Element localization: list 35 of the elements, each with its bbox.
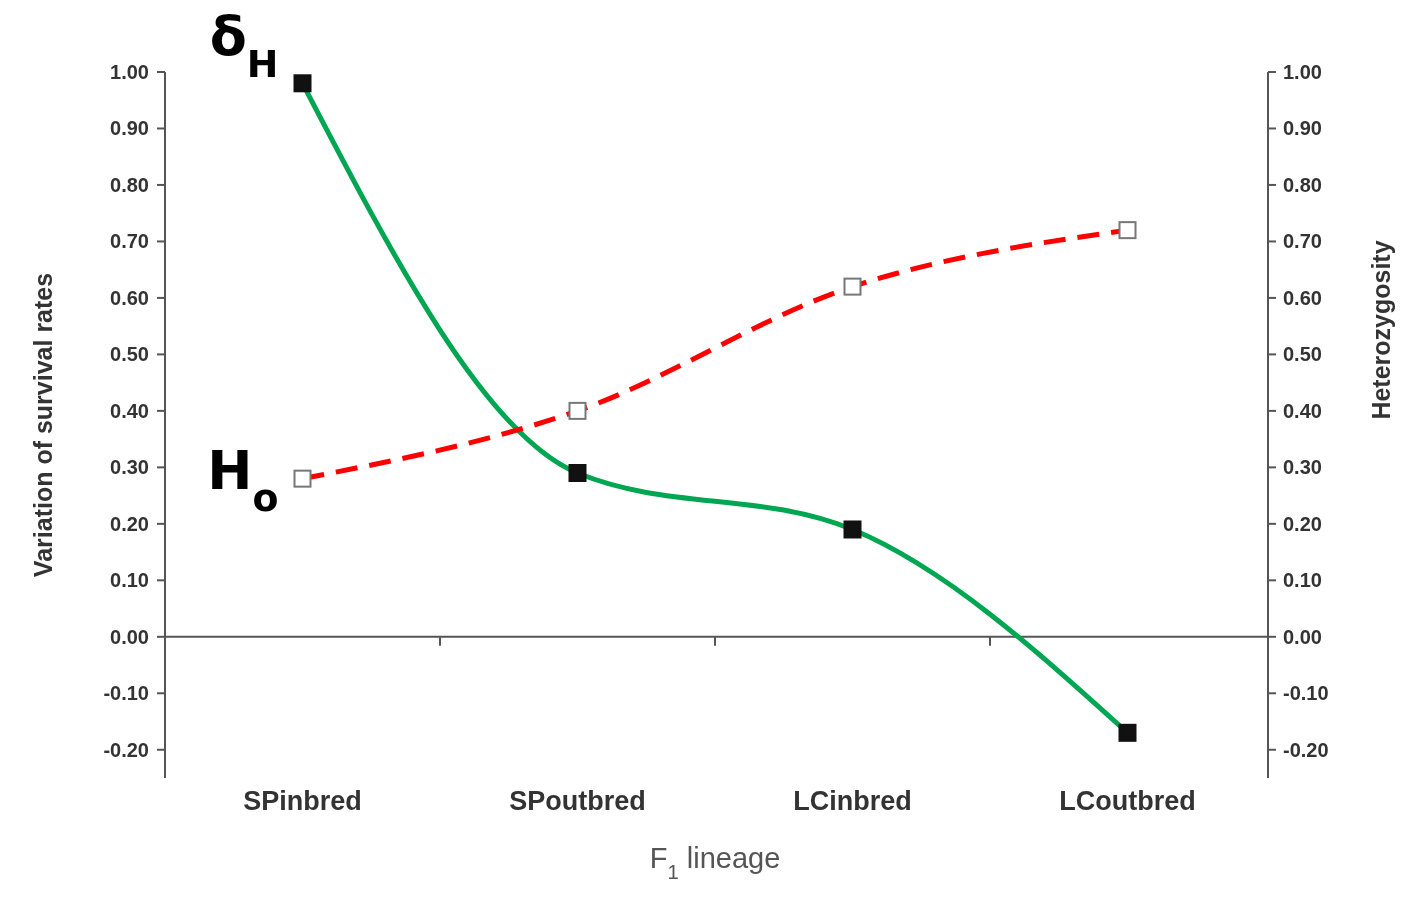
y-tick-label: 0.40	[110, 399, 149, 422]
y2-tick-label: -0.20	[1283, 738, 1329, 761]
x-tick-label: SPinbred	[243, 786, 362, 816]
y-tick-label: 1.00	[110, 61, 149, 83]
y2-tick-label: 0.90	[1283, 117, 1322, 140]
y-tick-label: -0.10	[103, 682, 149, 705]
y2-tick-label: 0.30	[1283, 456, 1322, 479]
y-tick-label: 0.10	[110, 569, 149, 592]
y2-tick-label: -0.10	[1283, 682, 1329, 705]
y2-tick-label: 0.00	[1283, 625, 1322, 648]
series-label: H$_{o}$	[207, 438, 279, 520]
y-tick-label: 0.20	[110, 512, 149, 535]
y2-tick-label: 0.10	[1283, 569, 1322, 592]
series-label: δ$_{H}$	[209, 5, 279, 87]
y2-tick-label: 0.60	[1283, 286, 1322, 309]
y-tick-label: 0.80	[110, 173, 149, 196]
y2-tick-label: 0.70	[1283, 230, 1322, 253]
y2-tick-label: 0.80	[1283, 173, 1322, 196]
x-tick-label: SPoutbred	[509, 786, 646, 816]
y-tick-label: 0.60	[110, 286, 149, 309]
y2-tick-label: 1.00	[1283, 61, 1322, 83]
x-tick-label: LCoutbred	[1059, 786, 1196, 816]
y-tick-label: 0.30	[110, 456, 149, 479]
y2-tick-label: 0.40	[1283, 399, 1322, 422]
y2-axis-title: Heterozygosity	[1367, 240, 1395, 420]
y-tick-label: 0.70	[110, 230, 149, 253]
y-tick-label: 0.90	[110, 117, 149, 140]
y-tick-label: -0.20	[103, 738, 149, 761]
y-axis-title: Variation of survival rates	[29, 272, 57, 578]
y-tick-label: 0.00	[110, 625, 149, 648]
x-tick-label: LCinbred	[793, 786, 912, 816]
x-axis-title: F$_{1}$ lineage	[649, 842, 781, 883]
y-tick-label: 0.50	[110, 343, 149, 366]
y2-tick-label: 0.20	[1283, 512, 1322, 535]
y2-tick-label: 0.50	[1283, 343, 1322, 366]
